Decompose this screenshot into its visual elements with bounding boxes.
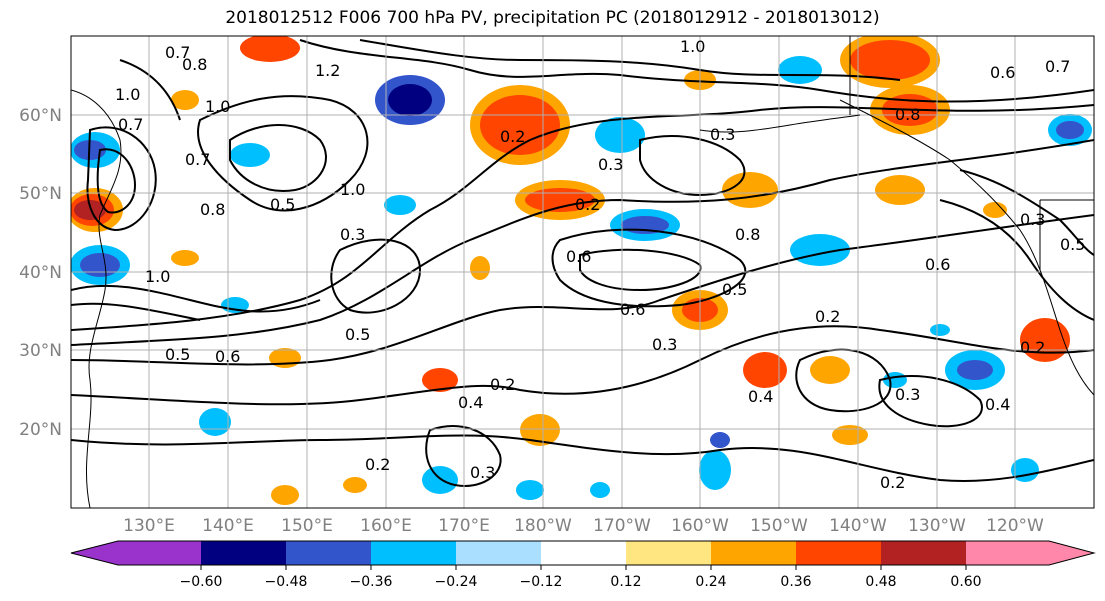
lon-label: 150°E (281, 516, 333, 536)
colorbar-tick-label: −0.12 (520, 574, 563, 590)
contour-label: 0.3 (598, 155, 623, 174)
colorbar-segment (966, 541, 1094, 565)
lon-label: 140°W (829, 516, 887, 536)
contour-label: 0.2 (575, 195, 600, 214)
contour-label: 0.5 (722, 280, 747, 299)
graticule (71, 36, 1094, 508)
contour-label: 1.0 (205, 97, 230, 116)
contour-label: 0.4 (748, 387, 773, 406)
colorbar-segment (541, 541, 626, 565)
colorbar-segment (456, 541, 541, 565)
lon-label: 120°W (986, 516, 1044, 536)
lon-label: 170°W (593, 516, 651, 536)
contour-label: 0.2 (1020, 338, 1045, 357)
pv-contours (71, 39, 1094, 487)
contour-label: 0.7 (118, 115, 143, 134)
contour-label: 0.3 (340, 225, 365, 244)
colorbar-segment (711, 541, 796, 565)
contour-label: 1.0 (340, 180, 365, 199)
lon-label: 160°E (360, 516, 412, 536)
lat-label: 40°N (19, 263, 62, 283)
lat-label: 50°N (19, 184, 62, 204)
contour-label: 0.6 (566, 247, 591, 266)
colorbar-tick-label: 0.60 (950, 574, 981, 590)
contour-label: 0.2 (880, 473, 905, 492)
contour-label: 0.6 (620, 300, 645, 319)
contour-label: 0.5 (345, 325, 370, 344)
contour-label: 0.7 (1045, 57, 1070, 76)
contour-labels: 0.7 0.8 1.0 1.2 1.0 1.0 0.7 0.8 0.5 1.0 … (115, 37, 1085, 492)
contour-label: 1.0 (680, 37, 705, 56)
colorbar-segment (286, 541, 371, 565)
colorbar: −0.60 −0.48 −0.36 −0.24 −0.12 0.12 0.24 … (70, 540, 1096, 590)
colorbar-tick-label: −0.36 (350, 574, 393, 590)
lon-labels: 130°E 140°E 150°E 160°E 170°E 180°W 170°… (123, 516, 1044, 536)
colorbar-tick-label: −0.24 (435, 574, 478, 590)
lon-label: 150°W (750, 516, 808, 536)
map-content: 0.7 0.8 1.0 1.2 1.0 1.0 0.7 0.8 0.5 1.0 … (71, 36, 1094, 508)
colorbar-tick-label: 0.12 (610, 574, 641, 590)
colorbar-segment (881, 541, 966, 565)
contour-label: 0.4 (458, 393, 483, 412)
lon-label: 180°W (514, 516, 572, 536)
contour-label: 0.3 (652, 335, 677, 354)
colorbar-tick-label: −0.48 (265, 574, 308, 590)
lat-label: 60°N (19, 106, 62, 126)
lon-label: 130°E (123, 516, 175, 536)
contour-label: 0.2 (815, 307, 840, 326)
lon-label: 160°W (671, 516, 729, 536)
colorbar-outline (70, 540, 1096, 566)
contour-label: 0.3 (710, 125, 735, 144)
precip-shading (71, 36, 1092, 505)
contour-label: 0.3 (1020, 210, 1045, 229)
coastlines (71, 36, 1094, 508)
lat-label: 30°N (19, 341, 62, 361)
lat-label: 20°N (19, 420, 62, 440)
colorbar-tick-label: 0.24 (695, 574, 726, 590)
contour-label: 0.5 (270, 195, 295, 214)
contour-label: 0.4 (985, 395, 1010, 414)
contour-label: 0.3 (895, 385, 920, 404)
map-title: 2018012512 F006 700 hPa PV, precipitatio… (225, 8, 880, 28)
contour-label: 0.6 (215, 347, 240, 366)
contour-label: 0.8 (200, 200, 225, 219)
contour-label: 0.3 (470, 463, 495, 482)
contour-label: 0.6 (925, 255, 950, 274)
contour-label: 0.5 (1060, 235, 1085, 254)
lon-label: 130°W (908, 516, 966, 536)
contour-label: 0.7 (185, 150, 210, 169)
colorbar-segment (201, 541, 286, 565)
lat-labels: 60°N 50°N 40°N 30°N 20°N (19, 106, 62, 440)
contour-label: 0.8 (895, 105, 920, 124)
lon-label: 140°E (202, 516, 254, 536)
colorbar-segment (71, 541, 201, 565)
colorbar-segment (796, 541, 881, 565)
contour-label: 1.0 (145, 267, 170, 286)
colorbar-tick-label: 0.36 (780, 574, 811, 590)
colorbar-tick-label: 0.48 (865, 574, 896, 590)
contour-label: 0.2 (365, 455, 390, 474)
colorbar-segment (371, 541, 456, 565)
map-border (70, 35, 1095, 509)
contour-label: 0.8 (182, 55, 207, 74)
contour-label: 0.6 (990, 63, 1015, 82)
contour-label: 0.5 (165, 345, 190, 364)
contour-label: 0.2 (500, 127, 525, 146)
contour-label: 0.8 (735, 225, 760, 244)
colorbar-segment (626, 541, 711, 565)
contour-label: 0.7 (165, 43, 190, 62)
contour-label: 0.2 (490, 375, 515, 394)
colorbar-tick-label: −0.60 (180, 574, 223, 590)
lon-label: 170°E (438, 516, 490, 536)
contour-label: 1.0 (115, 85, 140, 104)
contour-label: 1.2 (315, 61, 340, 80)
